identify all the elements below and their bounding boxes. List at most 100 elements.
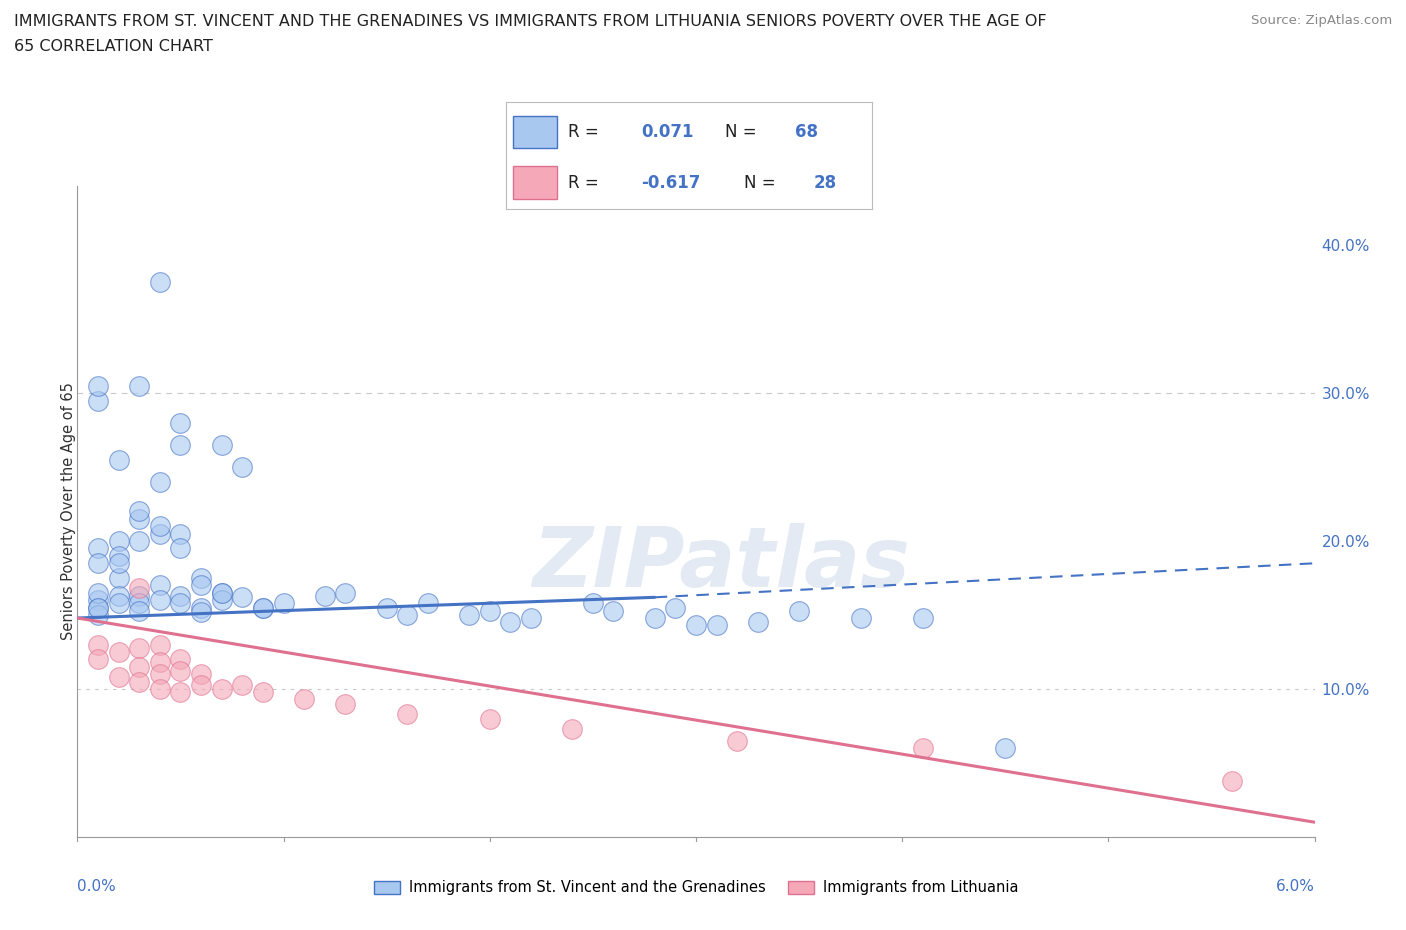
- Legend: Immigrants from St. Vincent and the Grenadines, Immigrants from Lithuania: Immigrants from St. Vincent and the Gren…: [368, 874, 1024, 901]
- Text: 0.0%: 0.0%: [77, 880, 117, 895]
- Point: [416, 596, 439, 611]
- Point: [149, 655, 172, 670]
- Point: [169, 437, 191, 452]
- Point: [602, 604, 624, 618]
- Bar: [513, 166, 557, 199]
- Point: [107, 596, 129, 611]
- Point: [169, 596, 191, 611]
- Point: [169, 589, 191, 604]
- Point: [87, 600, 110, 615]
- Bar: [513, 116, 557, 148]
- Point: [499, 615, 522, 630]
- Text: 68: 68: [794, 124, 818, 141]
- Text: 0.071: 0.071: [641, 124, 695, 141]
- Point: [314, 589, 336, 604]
- Point: [911, 611, 934, 626]
- Point: [211, 586, 233, 601]
- Text: N =: N =: [744, 174, 780, 192]
- Point: [478, 711, 501, 726]
- Point: [252, 600, 274, 615]
- Point: [87, 393, 110, 408]
- Point: [190, 677, 212, 692]
- Point: [911, 741, 934, 756]
- Point: [149, 578, 172, 593]
- Point: [231, 590, 253, 604]
- Point: [128, 640, 150, 655]
- Y-axis label: Seniors Poverty Over the Age of 65: Seniors Poverty Over the Age of 65: [62, 382, 76, 641]
- Point: [149, 519, 172, 534]
- Point: [706, 618, 728, 633]
- Text: 65 CORRELATION CHART: 65 CORRELATION CHART: [14, 39, 212, 54]
- Point: [273, 596, 295, 611]
- Point: [87, 600, 110, 615]
- Point: [994, 741, 1017, 756]
- Point: [149, 682, 172, 697]
- Point: [252, 684, 274, 699]
- Point: [149, 274, 172, 289]
- Point: [128, 596, 150, 611]
- Point: [520, 611, 543, 626]
- Point: [335, 586, 357, 601]
- Point: [252, 600, 274, 615]
- Point: [87, 607, 110, 622]
- Point: [231, 459, 253, 474]
- Point: [128, 604, 150, 618]
- Text: Source: ZipAtlas.com: Source: ZipAtlas.com: [1251, 14, 1392, 27]
- Point: [211, 592, 233, 607]
- Point: [396, 707, 419, 722]
- Point: [107, 549, 129, 564]
- Point: [87, 541, 110, 556]
- Point: [561, 722, 583, 737]
- Point: [87, 379, 110, 393]
- Text: -0.617: -0.617: [641, 174, 700, 192]
- Point: [149, 637, 172, 652]
- Point: [231, 677, 253, 692]
- Point: [128, 512, 150, 526]
- Point: [169, 664, 191, 679]
- Point: [107, 556, 129, 571]
- Point: [87, 586, 110, 601]
- Point: [375, 600, 398, 615]
- Point: [149, 592, 172, 607]
- Point: [725, 734, 748, 749]
- Point: [128, 581, 150, 596]
- Point: [190, 578, 212, 593]
- Point: [87, 592, 110, 607]
- Point: [211, 682, 233, 697]
- Point: [1220, 774, 1243, 789]
- Point: [335, 697, 357, 711]
- Point: [169, 652, 191, 667]
- Text: ZIPatlas: ZIPatlas: [531, 523, 910, 604]
- Point: [128, 379, 150, 393]
- Point: [169, 684, 191, 699]
- Point: [644, 611, 666, 626]
- Point: [169, 541, 191, 556]
- Point: [787, 604, 810, 618]
- Point: [685, 618, 707, 633]
- Point: [190, 667, 212, 682]
- Point: [169, 416, 191, 431]
- Text: IMMIGRANTS FROM ST. VINCENT AND THE GRENADINES VS IMMIGRANTS FROM LITHUANIA SENI: IMMIGRANTS FROM ST. VINCENT AND THE GREN…: [14, 14, 1046, 29]
- Point: [149, 474, 172, 489]
- Point: [107, 644, 129, 659]
- Point: [211, 586, 233, 601]
- Point: [190, 604, 212, 619]
- Text: N =: N =: [725, 124, 762, 141]
- Point: [478, 604, 501, 618]
- Point: [128, 589, 150, 604]
- Point: [107, 571, 129, 586]
- Point: [169, 526, 191, 541]
- Point: [292, 692, 315, 707]
- Point: [149, 667, 172, 682]
- Point: [458, 607, 481, 622]
- Text: 6.0%: 6.0%: [1275, 880, 1315, 895]
- Point: [396, 607, 419, 622]
- Point: [107, 534, 129, 549]
- Point: [128, 534, 150, 549]
- Text: 28: 28: [813, 174, 837, 192]
- Point: [664, 600, 686, 615]
- Point: [190, 600, 212, 615]
- Point: [211, 437, 233, 452]
- Point: [87, 556, 110, 571]
- Point: [582, 596, 605, 611]
